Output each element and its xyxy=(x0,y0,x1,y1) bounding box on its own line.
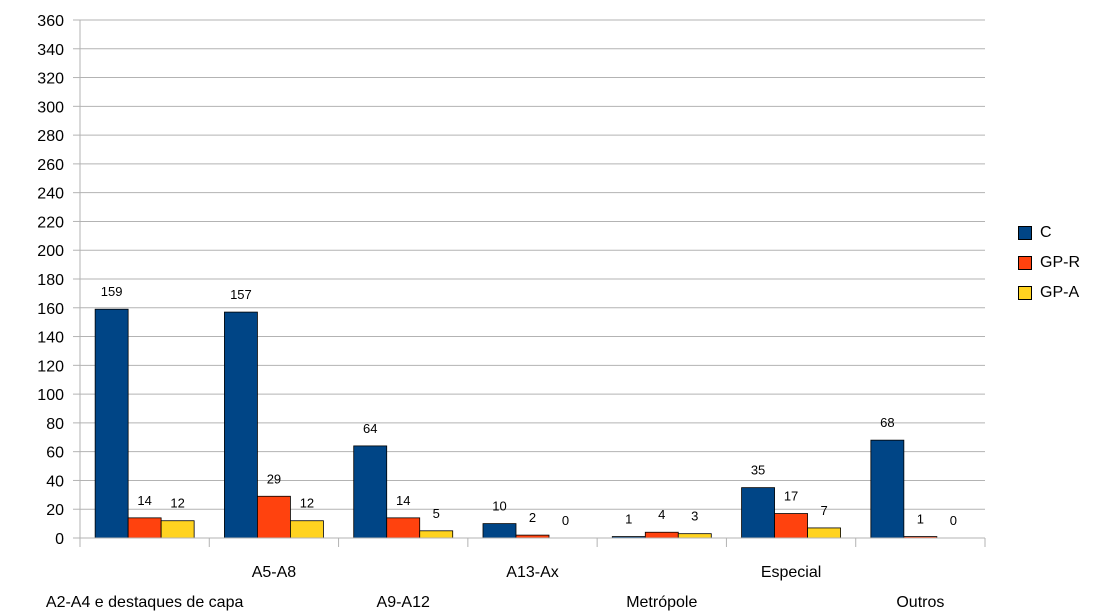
legend-item-gp-r: GP-R xyxy=(1018,248,1080,278)
data-label-gp-a-metr-pole: 3 xyxy=(691,509,698,524)
x-axis-tick-label: A5-A8 xyxy=(252,564,297,581)
data-label-gp-a-a5-a8: 12 xyxy=(300,496,314,511)
bar-c-a13-ax xyxy=(482,523,517,539)
data-label-c-a5-a8: 157 xyxy=(230,287,252,302)
y-axis-tick-label: 260 xyxy=(37,157,64,174)
y-axis-tick-label: 180 xyxy=(37,272,64,289)
data-label-c-outros: 68 xyxy=(880,415,894,430)
data-label-gp-r-metr-pole: 4 xyxy=(658,507,665,522)
x-axis-tick-label: A2-A4 e destaques de capa xyxy=(46,594,244,611)
x-axis-tick-labels: A2-A4 e destaques de capa A5-A8 A9-A12 A13-… xyxy=(46,564,944,611)
bars xyxy=(94,308,938,539)
y-axis-tick-label: 300 xyxy=(37,99,64,116)
y-axis-tick-label: 40 xyxy=(46,473,64,490)
data-label-c-a2-a4-e-destaques-de-capa: 159 xyxy=(101,284,123,299)
data-label-gp-r-a9-a12: 14 xyxy=(396,493,410,508)
data-label-gp-r-especial: 17 xyxy=(784,489,798,504)
y-axis-tick-labels: 0 20 40 60 80 100 120 140 160 180 200 220 240 260 280 3… xyxy=(37,13,64,548)
data-label-gp-a-a9-a12: 5 xyxy=(433,506,440,521)
legend-label-c: C xyxy=(1040,224,1052,241)
bar-gp-a-a5-a8 xyxy=(290,520,324,539)
bar-gp-r-metr-pole xyxy=(644,531,679,539)
y-axis-tick-label: 160 xyxy=(37,301,64,318)
bar-gp-a-a9-a12 xyxy=(419,530,454,539)
y-axis-tick-label: 320 xyxy=(37,71,64,88)
legend-item-c: C xyxy=(1018,218,1080,248)
x-axis-tick-label: A9-A12 xyxy=(377,594,430,611)
bar-gp-r-a2-a4-e-destaques-de-capa xyxy=(127,517,162,539)
data-label-c-metr-pole: 1 xyxy=(625,512,632,527)
bar-gp-a-a2-a4-e-destaques-de-capa xyxy=(160,520,195,539)
y-axis-tick-label: 100 xyxy=(37,387,64,404)
y-axis-tick-label: 60 xyxy=(46,445,64,462)
x-axis-tick-label: A13-Ax xyxy=(506,564,558,581)
data-label-gp-r-a13-ax: 2 xyxy=(529,510,536,525)
x-axis-tick-label: Especial xyxy=(761,564,821,581)
data-label-gp-r-a2-a4-e-destaques-de-capa: 14 xyxy=(137,493,151,508)
bar-gp-r-a9-a12 xyxy=(386,517,421,539)
data-label-gp-r-a5-a8: 29 xyxy=(267,471,281,486)
y-axis-tick-label: 280 xyxy=(37,128,64,145)
y-axis-tick-label: 220 xyxy=(37,214,64,231)
y-axis-tick-label: 340 xyxy=(37,42,64,59)
bar-c-a9-a12 xyxy=(353,445,388,539)
y-axis-tick-label: 20 xyxy=(46,502,64,519)
y-axis-tick-label: 80 xyxy=(46,416,64,433)
y-axis-tick-label: 200 xyxy=(37,243,64,260)
legend-swatch-c xyxy=(1018,226,1032,240)
gridlines xyxy=(73,19,985,539)
legend-label-gp-r: GP-R xyxy=(1040,254,1080,271)
data-label-c-especial: 35 xyxy=(751,463,765,478)
y-axis-tick-label: 240 xyxy=(37,186,64,203)
data-label-gp-a-a13-ax: 0 xyxy=(562,513,569,528)
x-axis-tick-label: Outros xyxy=(896,594,944,611)
legend: C GP-R GP-A xyxy=(1018,218,1080,308)
legend-item-gp-a: GP-A xyxy=(1018,278,1080,308)
data-label-c-a9-a12: 64 xyxy=(363,421,377,436)
bar-gp-a-metr-pole xyxy=(677,533,712,539)
bar-c-especial xyxy=(741,487,775,539)
data-label-gp-a-especial: 7 xyxy=(820,503,827,518)
data-label-c-a13-ax: 10 xyxy=(492,499,506,514)
bar-c-outros xyxy=(870,439,905,539)
data-label-gp-r-outros: 1 xyxy=(917,512,924,527)
y-axis-tick-label: 0 xyxy=(55,531,64,548)
data-label-gp-a-a2-a4-e-destaques-de-capa: 12 xyxy=(170,496,184,511)
legend-label-gp-a: GP-A xyxy=(1040,284,1080,301)
bar-gp-r-especial xyxy=(774,513,808,539)
y-axis-tick-label: 140 xyxy=(37,330,64,347)
axes xyxy=(79,20,986,547)
y-axis-tick-label: 360 xyxy=(37,13,64,30)
legend-swatch-gp-r xyxy=(1018,256,1032,270)
bar-c-a5-a8 xyxy=(224,311,258,539)
legend-swatch-gp-a xyxy=(1018,286,1032,300)
bar-c-a2-a4-e-destaques-de-capa xyxy=(94,308,129,539)
bar-gp-r-a5-a8 xyxy=(257,495,291,539)
bar-gp-a-especial xyxy=(807,527,841,539)
x-axis-tick-label: Metrópole xyxy=(626,594,697,611)
y-axis-tick-label: 120 xyxy=(37,358,64,375)
data-label-gp-a-outros: 0 xyxy=(950,513,957,528)
